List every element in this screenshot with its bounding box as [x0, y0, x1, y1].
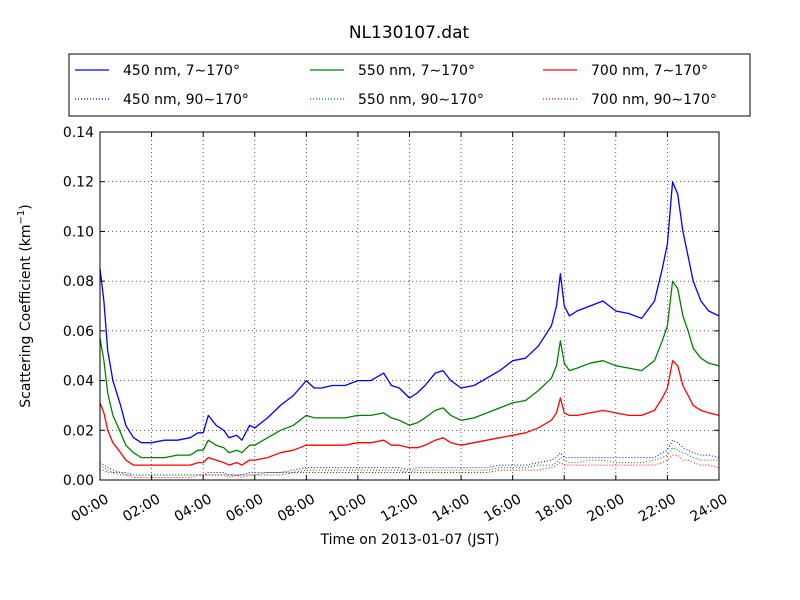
- chart-title: NL130107.dat: [349, 23, 470, 43]
- series-line: [100, 454, 720, 478]
- y-tick-label: 0.04: [63, 374, 94, 390]
- y-axis-label-sup: −1: [16, 210, 27, 225]
- series-line: [99, 181, 720, 444]
- grid: [100, 132, 719, 480]
- x-tick-label: 08:00: [275, 491, 318, 525]
- legend-label: 450 nm, 90∼170°: [123, 92, 249, 108]
- x-tick-label: 16:00: [481, 491, 524, 525]
- series-line: [99, 360, 720, 466]
- legend-label: 450 nm, 7∼170°: [123, 63, 240, 79]
- ticks: [99, 131, 720, 481]
- x-tick-label: 18:00: [533, 491, 576, 525]
- x-tick-label: 02:00: [120, 491, 163, 525]
- x-tick-label: 10:00: [327, 491, 370, 525]
- x-tick-label: 12:00: [378, 491, 421, 525]
- x-tick-label: 14:00: [430, 491, 473, 525]
- x-tick-label: 06:00: [223, 491, 266, 525]
- legend-label: 700 nm, 90∼170°: [591, 92, 717, 108]
- y-tick-label: 0.00: [63, 473, 94, 489]
- y-tick-label: 0.14: [63, 125, 94, 141]
- x-tick-labels: 00:00 02:00 04:00 06:00 08:00 10:00 12:00 14:00…: [69, 491, 731, 525]
- legend-label: 550 nm, 7∼170°: [358, 63, 475, 79]
- x-axis-label: Time on 2013-01-07 (JST): [320, 532, 500, 548]
- y-tick-label: 0.02: [63, 423, 94, 439]
- x-tick-label: 22:00: [636, 491, 679, 525]
- series-line: [99, 439, 720, 476]
- y-axis-label: Scattering Coefficient (km−1): [16, 204, 34, 408]
- y-axis-label-main: Scattering Coefficient (km: [18, 224, 34, 407]
- y-tick-label: 0.06: [63, 324, 94, 340]
- legend-label: 550 nm, 90∼170°: [358, 92, 484, 108]
- legend-label: 700 nm, 7∼170°: [591, 63, 708, 79]
- y-tick-label: 0.08: [63, 274, 94, 290]
- x-tick-label: 04:00: [172, 491, 215, 525]
- x-tick-label: 24:00: [688, 491, 731, 525]
- legend: 450 nm, 7∼170° 550 nm, 7∼170° 700 nm, 7∼17…: [68, 53, 751, 117]
- y-tick-label: 0.12: [63, 175, 94, 191]
- y-tick-labels: 0.00 0.02 0.04 0.06 0.08 0.10 0.12 0.14: [63, 125, 94, 489]
- legend-frame: [68, 53, 751, 117]
- y-axis-label-close: ): [18, 204, 34, 209]
- series-line: [99, 280, 720, 459]
- x-tick-label: 00:00: [69, 491, 112, 525]
- series-layer: [99, 181, 720, 478]
- x-tick-label: 20:00: [584, 491, 627, 525]
- y-tick-label: 0.10: [63, 224, 94, 240]
- series-line: [99, 447, 719, 476]
